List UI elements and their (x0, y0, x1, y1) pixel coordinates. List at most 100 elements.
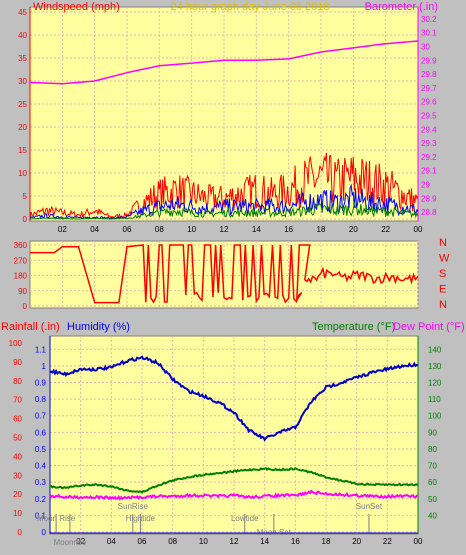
panel3-x-tick-10: 10 (199, 537, 208, 546)
panel1-left-tick-0: 0 (23, 215, 28, 224)
panel3-x-tick-16: 16 (291, 537, 300, 546)
series-wind-direction (30, 244, 419, 304)
series-dewpoint (49, 489, 419, 501)
panel3-hum-tick-1: 1 (42, 362, 47, 371)
event-label-SunRise: SunRise (118, 502, 149, 511)
panel3-rain-label: Rainfall (.in) (1, 321, 60, 333)
panel3-temp-tick-100: 100 (428, 412, 442, 421)
compass-W-1: W (439, 253, 450, 265)
panel3-humidity-label: Humidity (%) (67, 321, 130, 333)
panel3-rain-tick-100: 100 (9, 339, 23, 348)
panel3-hum-tick-1.1: 1.1 (35, 345, 47, 354)
panel3-temp-tick-50: 50 (428, 495, 437, 504)
series-barometer (29, 40, 419, 85)
panel1-right-tick-30.1: 30.1 (421, 29, 437, 38)
panel3-x-tick-00: 00 (414, 537, 423, 546)
panel1-left-tick-5: 5 (23, 192, 28, 201)
series-humidity (49, 355, 419, 442)
series-temperature (49, 466, 419, 494)
panel3-x-tick-18: 18 (322, 537, 331, 546)
panel3-hum-tick-0.1: 0.1 (35, 511, 47, 520)
panel3-temp-tick-60: 60 (428, 478, 437, 487)
panel3-hum-tick-0.2: 0.2 (35, 495, 47, 504)
event-label-Moonrise: Moonrise (53, 538, 86, 547)
panel1-x-tick-06: 06 (123, 225, 132, 234)
panel2-tick-0: 0 (23, 302, 28, 311)
panel3-x-tick-04: 04 (107, 537, 116, 546)
panel1-left-tick-45: 45 (18, 8, 27, 17)
panel1-x-tick-02: 02 (58, 225, 67, 234)
panel3-hum-tick-0: 0 (42, 528, 47, 537)
panel3-temp-tick-80: 80 (428, 445, 437, 454)
panel3-temp-tick-110: 110 (428, 395, 441, 404)
panel3-rain-tick-60: 60 (13, 415, 22, 424)
series-wind_low (30, 202, 419, 220)
panel3-rain-tick-20: 20 (13, 490, 22, 499)
panel1-left-tick-35: 35 (18, 54, 27, 63)
panel1-right-tick-30.2: 30.2 (421, 15, 437, 24)
panel3-x-tick-14: 14 (260, 537, 269, 546)
panel1-right-tick-28.9: 28.9 (421, 194, 437, 203)
panel2-tick-90: 90 (18, 287, 27, 296)
panel3-x-tick-08: 08 (168, 537, 177, 546)
panel1-left-tick-25: 25 (18, 100, 27, 109)
series-gust (29, 152, 419, 219)
panel3-rain-tick-70: 70 (13, 396, 22, 405)
panel3-rain-tick-90: 90 (13, 358, 22, 367)
event-label-SunSet: SunSet (356, 502, 383, 511)
compass-N-0: N (439, 237, 447, 249)
panel1-x-tick-08: 08 (155, 225, 164, 234)
panel3-hum-tick-0.9: 0.9 (35, 379, 47, 388)
panel3-x-tick-12: 12 (230, 537, 239, 546)
panel3-rain-tick-40: 40 (13, 452, 22, 461)
panel1-right-tick-29: 29 (421, 181, 430, 190)
panel1-x-tick-10: 10 (187, 225, 196, 234)
panel3-rain-tick-0: 0 (18, 528, 23, 537)
panel1-left-tick-10: 10 (18, 169, 27, 178)
panel1-left-tick-20: 20 (18, 123, 27, 132)
panel3-temp-tick-140: 140 (428, 345, 442, 354)
panel3-temp-tick-70: 70 (428, 462, 437, 471)
panel1-right-tick-29.2: 29.2 (421, 153, 437, 162)
panel1-left-tick-15: 15 (18, 146, 27, 155)
panel3-hum-tick-0.4: 0.4 (35, 462, 47, 471)
panel1-right-tick-29.9: 29.9 (421, 56, 437, 65)
compass-E-3: E (439, 284, 446, 296)
panel1-x-tick-00: 00 (414, 225, 423, 234)
panel3-x-tick-06: 06 (138, 537, 147, 546)
panel3-temp-tick-90: 90 (428, 428, 437, 437)
panel1-right-tick-29.1: 29.1 (421, 167, 437, 176)
panel1-plot-area (29, 6, 419, 222)
panel3-hum-tick-0.8: 0.8 (35, 395, 47, 404)
series-wind_avg (29, 183, 419, 220)
panel3-dewpoint-label: Dew Point (°F) (393, 321, 465, 333)
event-label-Lowtide: Lowtide (231, 514, 259, 523)
panel1-right-tick-29.3: 29.3 (421, 139, 437, 148)
compass-S-2: S (439, 268, 446, 280)
panel3-rain-tick-50: 50 (13, 434, 22, 443)
panel3-temp-tick-130: 130 (428, 362, 442, 371)
event-label-Moon Rise: Moon Rise (37, 514, 76, 523)
panel1-title: 24 hour graph day June 06 2018 (170, 1, 329, 13)
panel3-rain-tick-10: 10 (13, 509, 22, 518)
panel1-x-tick-18: 18 (317, 225, 326, 234)
panel1-left-tick-30: 30 (18, 77, 27, 86)
event-label-Hightide: Hightide (126, 514, 156, 523)
panel3-temperature-label: Temperature (°F) (312, 321, 395, 333)
panel3-hum-tick-0.5: 0.5 (35, 445, 47, 454)
panel2-tick-360: 360 (14, 241, 28, 250)
panel3-temp-tick-40: 40 (428, 511, 437, 520)
panel3-hum-tick-0.7: 0.7 (35, 412, 47, 421)
panel3-hum-tick-0.3: 0.3 (35, 478, 47, 487)
panel1-right-label: Barometer (.in) (365, 1, 438, 13)
panel1-right-tick-29.7: 29.7 (421, 84, 437, 93)
panel1-x-tick-16: 16 (284, 225, 293, 234)
panel1-right-tick-29.4: 29.4 (421, 125, 437, 134)
panel1-x-tick-12: 12 (220, 225, 229, 234)
panel1-left-tick-40: 40 (18, 31, 27, 40)
panel1-x-tick-20: 20 (349, 225, 358, 234)
panel3-hum-tick-0.6: 0.6 (35, 428, 47, 437)
panel1-right-tick-30: 30 (421, 43, 430, 52)
panel3-x-tick-20: 20 (352, 537, 361, 546)
